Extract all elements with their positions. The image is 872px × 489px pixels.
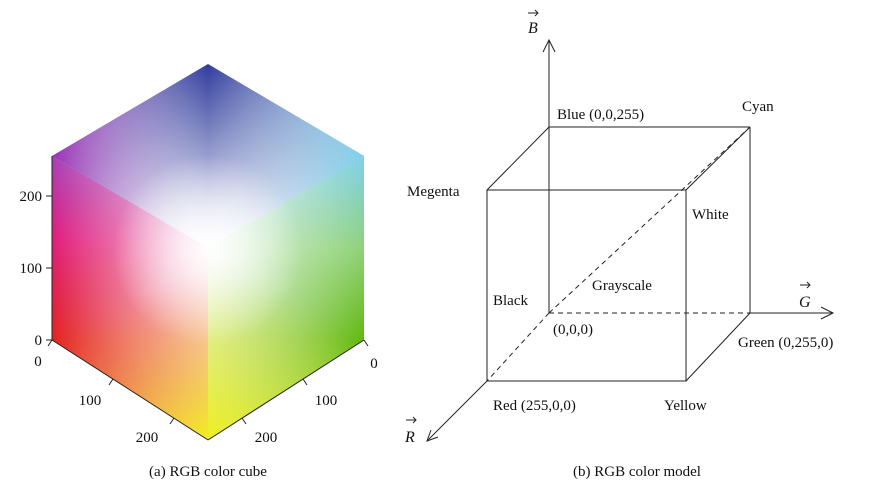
label-cyan: Cyan [742,99,774,115]
axis-b-label: B [528,9,539,37]
label-yellow: Yellow [664,398,707,414]
cube-visible-edges [486,126,751,382]
panel-b-color-model: B G R [404,9,835,480]
axis-b-arrowhead [542,38,556,53]
cube-right-axis [207,339,365,441]
grayscale-diagonal [548,126,751,314]
left-tick-200: 200 [136,430,159,446]
v-tick-100: 100 [20,261,43,277]
label-origin: (0,0,0) [553,322,593,338]
svg-text:G: G [799,294,811,311]
left-tick-100: 100 [79,393,102,409]
svg-text:R: R [404,429,415,446]
axis-r-label: R [404,416,417,446]
cube-left-axis [51,339,209,441]
v-tick-200: 200 [20,189,43,205]
left-tick-0: 0 [34,354,42,370]
v-tick-0: 0 [35,333,43,349]
axis-r-line [426,380,488,442]
axis-r-arrowhead [426,429,439,442]
right-tick-0: 0 [370,356,378,372]
axis-g-label: G [799,281,811,311]
label-red: Red (255,0,0) [493,398,576,414]
label-grayscale: Grayscale [592,278,652,294]
label-black: Black [493,293,528,309]
caption-a: (a) RGB color cube [149,464,267,480]
label-blue: Blue (0,0,255) [557,107,644,123]
right-tick-100: 100 [315,393,338,409]
label-white: White [692,207,729,223]
cube-white-corner-glow [113,155,303,345]
cube-hidden-edges [486,126,751,382]
svg-text:B: B [528,20,538,37]
panel-a-color-cube: 0 100 200 0 100 200 0 100 200 (a) RGB co… [20,64,378,480]
label-green: Green (0,255,0) [738,335,833,351]
axis-g-arrowhead [820,306,835,320]
label-megenta: Megenta [407,184,460,200]
right-tick-200: 200 [255,430,278,446]
caption-b: (b) RGB color model [573,464,701,480]
